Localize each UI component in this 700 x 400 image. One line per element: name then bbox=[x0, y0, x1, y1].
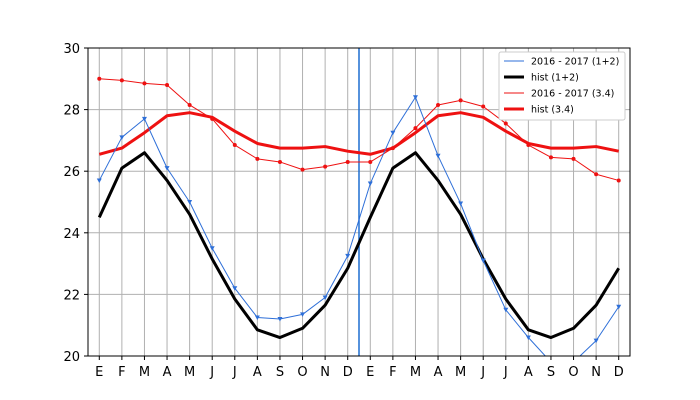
x-tick-label: N bbox=[320, 365, 330, 380]
data-point bbox=[480, 258, 486, 264]
data-point bbox=[503, 307, 509, 313]
data-point bbox=[548, 155, 553, 160]
data-point bbox=[165, 82, 170, 87]
data-point bbox=[141, 116, 147, 122]
data-point bbox=[571, 360, 576, 365]
data-point bbox=[435, 153, 441, 159]
x-tick-label: S bbox=[547, 365, 555, 380]
data-point bbox=[481, 104, 486, 109]
y-tick-label: 24 bbox=[63, 227, 80, 242]
data-point bbox=[593, 338, 599, 344]
series-1 bbox=[97, 151, 620, 340]
x-tick-label: M bbox=[139, 365, 150, 380]
data-point bbox=[142, 81, 147, 86]
data-point bbox=[119, 135, 125, 140]
data-point bbox=[277, 317, 283, 322]
data-point bbox=[571, 156, 576, 161]
data-point bbox=[526, 143, 531, 148]
x-tick-label: A bbox=[524, 365, 533, 380]
data-point bbox=[412, 95, 418, 100]
data-point bbox=[232, 143, 237, 148]
x-tick-label: A bbox=[434, 365, 443, 380]
x-tick-label: F bbox=[118, 365, 125, 380]
legend: 2016 - 2017 (1+2) hist (1+2) 2016 - 2017 (… bbox=[498, 51, 626, 121]
data-point bbox=[390, 146, 395, 151]
x-tick-label: J bbox=[503, 365, 508, 380]
series-line bbox=[98, 96, 620, 356]
data-point bbox=[503, 121, 508, 126]
series-layer bbox=[96, 76, 622, 365]
x-tick-label: S bbox=[276, 365, 284, 380]
x-tick-label: J bbox=[232, 365, 237, 380]
x-tick-label: M bbox=[455, 365, 466, 380]
legend-label: hist (3.4) bbox=[531, 105, 574, 116]
plot-frame bbox=[87, 47, 631, 357]
data-point bbox=[345, 159, 350, 164]
data-point bbox=[209, 246, 215, 251]
legend-label: 2016 - 2017 (1+2) bbox=[531, 57, 619, 68]
x-tick-label: O bbox=[568, 365, 578, 380]
data-point bbox=[368, 159, 373, 164]
x-tick-label: D bbox=[614, 365, 624, 380]
series-0 bbox=[96, 95, 622, 365]
x-tick-label: F bbox=[389, 365, 396, 380]
x-tick-label: N bbox=[591, 365, 601, 380]
data-point bbox=[616, 178, 621, 183]
y-tick-label: 20 bbox=[63, 350, 80, 365]
y-tick-label: 26 bbox=[63, 165, 80, 180]
data-point bbox=[300, 167, 305, 172]
series-line bbox=[98, 111, 620, 156]
y-tick-label: 30 bbox=[63, 42, 80, 57]
series-3 bbox=[98, 111, 620, 156]
data-point bbox=[458, 98, 463, 103]
x-tick-label: A bbox=[163, 365, 172, 380]
data-point bbox=[300, 312, 306, 317]
data-point bbox=[119, 78, 124, 83]
data-point bbox=[97, 76, 102, 81]
data-point bbox=[232, 286, 238, 291]
legend-label: hist (1+2) bbox=[531, 73, 579, 84]
x-tick-label: J bbox=[480, 365, 485, 380]
data-point bbox=[322, 295, 328, 300]
data-point bbox=[187, 102, 192, 107]
x-tick-label: A bbox=[253, 365, 262, 380]
data-point bbox=[187, 200, 193, 205]
data-point bbox=[210, 116, 215, 121]
data-point bbox=[254, 315, 260, 320]
x-tick-label: M bbox=[184, 365, 195, 380]
x-tick-label: J bbox=[209, 365, 214, 380]
series-line bbox=[97, 151, 620, 340]
data-point bbox=[345, 253, 351, 259]
data-point bbox=[255, 156, 260, 161]
x-tick-label: E bbox=[95, 365, 103, 380]
data-point bbox=[164, 166, 170, 171]
data-point bbox=[323, 164, 328, 169]
data-point bbox=[96, 178, 102, 183]
data-point bbox=[367, 181, 373, 187]
y-tick-label: 28 bbox=[63, 104, 80, 119]
series-2 bbox=[97, 76, 621, 183]
data-point bbox=[548, 360, 553, 365]
x-tick-label: O bbox=[297, 365, 307, 380]
data-point bbox=[436, 102, 441, 107]
legend-label: 2016 - 2017 (3.4) bbox=[531, 89, 614, 100]
data-point bbox=[390, 130, 396, 136]
x-tick-label: E bbox=[366, 365, 374, 380]
x-tick-label: D bbox=[343, 365, 353, 380]
data-point bbox=[413, 126, 418, 131]
x-tick-label: M bbox=[410, 365, 421, 380]
data-point bbox=[277, 159, 282, 164]
data-point bbox=[525, 335, 531, 341]
legend-box bbox=[498, 51, 626, 121]
data-point bbox=[616, 304, 622, 310]
y-tick-label: 22 bbox=[63, 288, 80, 303]
data-point bbox=[594, 172, 599, 177]
y-axis: 20 22 24 26 28 30 bbox=[63, 42, 88, 365]
series-line bbox=[99, 78, 619, 181]
data-point bbox=[458, 201, 464, 207]
